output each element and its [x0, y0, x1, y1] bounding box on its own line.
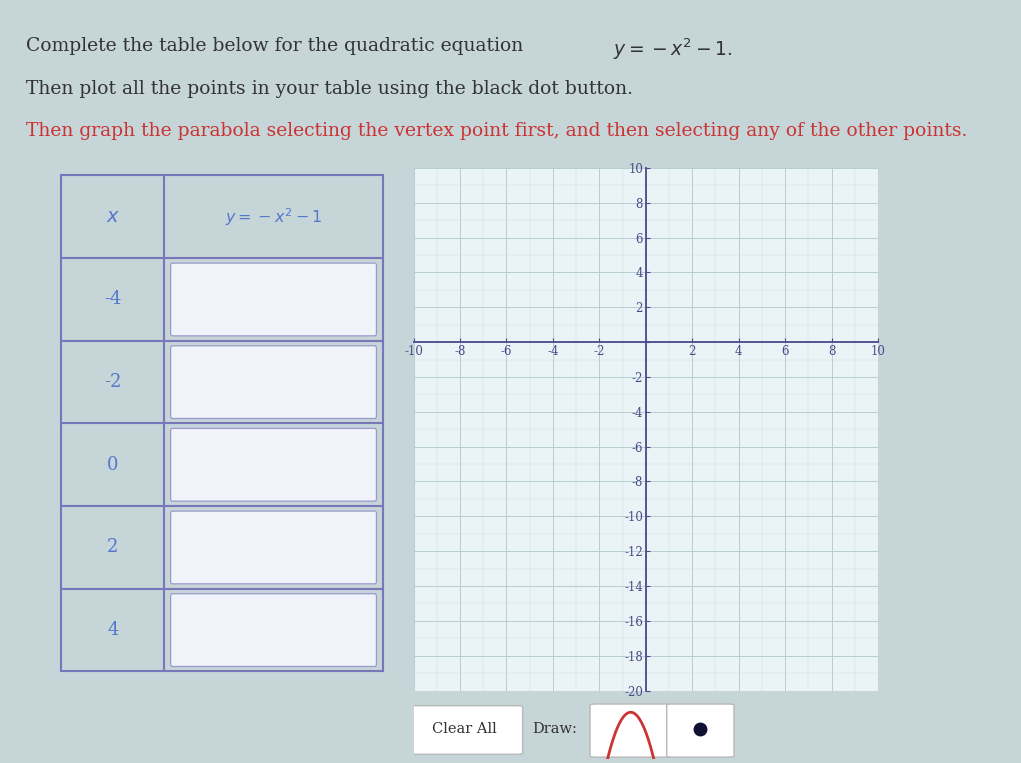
- Text: 4: 4: [107, 621, 118, 639]
- Text: Then plot all the points in your table using the black dot button.: Then plot all the points in your table u…: [26, 80, 633, 98]
- Text: -2: -2: [104, 373, 121, 391]
- FancyBboxPatch shape: [171, 428, 377, 501]
- FancyBboxPatch shape: [171, 594, 377, 667]
- FancyBboxPatch shape: [667, 704, 734, 757]
- FancyBboxPatch shape: [590, 704, 672, 757]
- Text: Draw:: Draw:: [532, 723, 577, 736]
- FancyBboxPatch shape: [171, 263, 377, 336]
- Text: 2: 2: [107, 539, 118, 556]
- Text: $x$: $x$: [105, 208, 119, 226]
- FancyBboxPatch shape: [171, 346, 377, 418]
- Text: $y=-x^2-1$.: $y=-x^2-1$.: [613, 37, 732, 62]
- Text: Complete the table below for the quadratic equation: Complete the table below for the quadrat…: [26, 37, 535, 55]
- Text: 0: 0: [107, 456, 118, 474]
- FancyBboxPatch shape: [406, 706, 523, 755]
- Text: $y=-x^2-1$: $y=-x^2-1$: [225, 206, 323, 227]
- Text: -4: -4: [104, 291, 121, 308]
- Text: Clear All: Clear All: [432, 723, 497, 736]
- Text: Then graph the parabola selecting the vertex point first, and then selecting any: Then graph the parabola selecting the ve…: [26, 122, 967, 140]
- FancyBboxPatch shape: [171, 511, 377, 584]
